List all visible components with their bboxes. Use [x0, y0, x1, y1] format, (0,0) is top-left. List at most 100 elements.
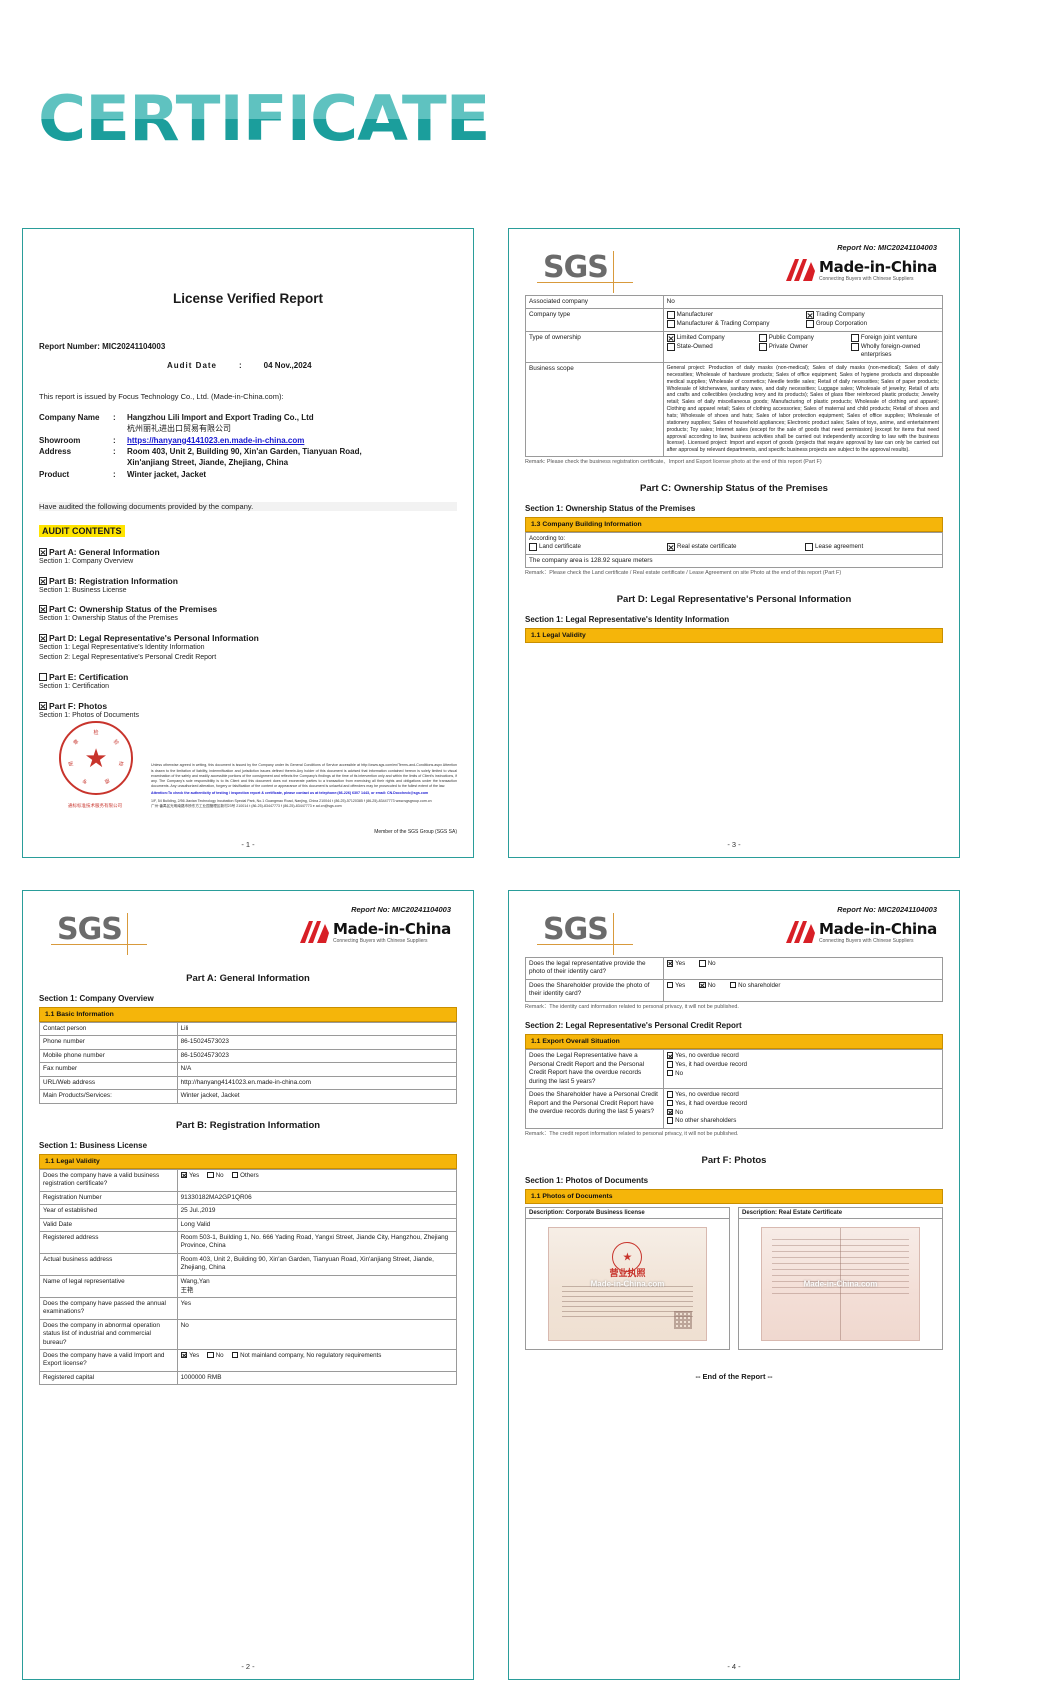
checkbox-checked-icon[interactable] — [180, 1171, 188, 1179]
checkbox-option[interactable]: Lease agreement — [805, 542, 939, 551]
table-row: Actual business address Room 403, Unit 2,… — [39, 1252, 458, 1276]
license-verified-report-heading: License Verified Report — [172, 291, 324, 306]
checkbox-icon[interactable] — [805, 542, 813, 551]
checkbox-checked-icon[interactable] — [39, 634, 47, 643]
checkbox-icon[interactable] — [850, 334, 859, 343]
checkbox-icon[interactable] — [666, 1091, 674, 1098]
checkbox-option[interactable]: Not mainland company, No regulatory requ… — [231, 1351, 381, 1360]
fineprint-address-1: 1/F, 54 Building, 2/56 Jiaxian Technolog… — [151, 798, 432, 803]
checkbox-icon[interactable] — [529, 542, 537, 551]
checkbox-checked-icon[interactable] — [667, 542, 675, 551]
checkbox-icon[interactable] — [850, 343, 859, 352]
checkbox-option[interactable]: No — [207, 1171, 224, 1180]
checkbox-option[interactable]: No — [666, 1069, 939, 1078]
checkbox-checked-icon[interactable] — [39, 701, 47, 710]
checkbox-icon[interactable] — [805, 320, 814, 329]
photo-image-business-license[interactable]: 营业执照 Made-in-China.com — [526, 1219, 729, 1349]
checkbox-icon[interactable] — [39, 672, 47, 681]
checkbox-checked-icon[interactable] — [39, 605, 47, 614]
checkbox-checked-icon[interactable] — [666, 960, 674, 967]
mic-m-icon — [300, 921, 330, 943]
checkbox-option[interactable]: Land certificate — [529, 542, 663, 551]
checkbox-option[interactable]: No shareholder — [729, 981, 780, 990]
checkbox-option[interactable]: Wholly foreign-owned enterprises — [850, 343, 939, 359]
checkbox-icon[interactable] — [231, 1351, 239, 1359]
row-value: Room 503-1, Building 1, No. 666 Yading R… — [176, 1230, 458, 1254]
checkbox-icon[interactable] — [666, 343, 675, 352]
checkbox-icon[interactable] — [231, 1171, 239, 1179]
checkbox-option[interactable]: Yes — [180, 1351, 199, 1360]
checkbox-option[interactable]: State-Owned — [666, 343, 755, 352]
checkbox-option[interactable]: Limited Company — [666, 334, 755, 343]
audit-part-item[interactable]: Part F: Photos Section 1: Photos of Docum… — [39, 701, 457, 721]
checkbox-icon[interactable] — [666, 311, 675, 320]
checkbox-option[interactable]: Yes — [666, 981, 685, 990]
checkbox-icon[interactable] — [729, 981, 737, 989]
audit-part-item[interactable]: Part B: Registration Information Section … — [39, 576, 457, 596]
checkbox-icon[interactable] — [758, 334, 767, 343]
checkbox-option[interactable]: Manufacturer & Trading Company — [666, 320, 800, 329]
audit-part-section: Section 1: Company Overview — [39, 557, 134, 565]
checkbox-option[interactable]: Yes, it had overdue record — [666, 1099, 939, 1108]
credit-remark: Remark：The credit report information rel… — [525, 1131, 739, 1138]
row-label: Year of established — [39, 1204, 178, 1219]
checkbox-icon[interactable] — [666, 981, 674, 989]
audit-part-item[interactable]: Part C: Ownership Status of the Premises… — [39, 604, 457, 624]
mic-tagline: Connecting Buyers with Chinese Suppliers — [819, 276, 914, 282]
checkbox-option[interactable]: Yes — [180, 1171, 199, 1180]
row-value: 86-15024573023 — [176, 1035, 458, 1050]
audit-date-value: 04 Nov.,2024 — [263, 361, 312, 370]
checkbox-option[interactable]: Others — [231, 1171, 259, 1180]
checkbox-option[interactable]: No — [699, 981, 716, 990]
checkbox-option[interactable]: Yes — [666, 960, 685, 968]
checkbox-icon[interactable] — [666, 1069, 674, 1077]
row-label: Does the legal representative provide th… — [525, 957, 664, 980]
sgs-member-note: Member of the SGS Group (SGS SA) — [374, 829, 457, 835]
row-value: Yes, no overdue record Yes, it had overdu… — [662, 1049, 944, 1090]
showroom-link[interactable]: https://hanyang4141023.en.made-in-china.… — [127, 435, 305, 445]
checkbox-option[interactable]: No — [699, 960, 716, 968]
checkbox-label: Real estate certificate — [677, 542, 737, 550]
checkbox-option[interactable]: Group Corporation — [805, 320, 939, 329]
checkbox-icon[interactable] — [666, 1117, 674, 1124]
checkbox-checked-icon[interactable] — [666, 334, 675, 343]
checkbox-icon[interactable] — [666, 1061, 674, 1068]
checkbox-checked-icon[interactable] — [39, 547, 47, 556]
checkbox-checked-icon[interactable] — [666, 1052, 674, 1059]
checkbox-option[interactable]: Private Owner — [758, 343, 847, 352]
checkbox-checked-icon[interactable] — [666, 1108, 674, 1116]
checkbox-option[interactable]: Trading Company — [805, 311, 939, 320]
checkbox-icon[interactable] — [207, 1171, 214, 1179]
checkbox-icon[interactable] — [758, 343, 767, 352]
audit-part-item[interactable]: Part A: General Information Section 1: Co… — [39, 547, 457, 567]
audit-part-item[interactable]: Part D: Legal Representative's Personal … — [39, 633, 457, 663]
checkbox-option[interactable]: Foreign joint venture — [850, 334, 939, 343]
row-label: Company type — [525, 308, 664, 333]
photo-image-real-estate[interactable]: Made-in-China.com — [739, 1219, 942, 1349]
building-cell: According to: Land certificate Real estat… — [525, 531, 943, 555]
checkbox-checked-icon[interactable] — [39, 576, 47, 585]
audit-part-section: Section 2: Legal Representative's Person… — [39, 653, 217, 661]
checkbox-option[interactable]: Yes, no overdue record — [666, 1091, 939, 1099]
row-label: Does the company in abnormal operation s… — [39, 1318, 178, 1350]
checkbox-option[interactable]: No other shareholders — [666, 1117, 939, 1125]
checkbox-checked-icon[interactable] — [180, 1351, 188, 1359]
seal-ring-text: 检验检疫专用章 — [61, 723, 131, 793]
audit-part-heading: Part B: Registration Information — [39, 576, 457, 586]
checkbox-option[interactable]: Manufacturer — [666, 311, 800, 320]
audit-part-item[interactable]: Part E: Certification Section 1: Certific… — [39, 672, 457, 692]
checkbox-option[interactable]: Yes, it had overdue record — [666, 1061, 939, 1069]
checkbox-label: State-Owned — [676, 343, 713, 351]
checkbox-option[interactable]: Real estate certificate — [667, 542, 801, 551]
checkbox-checked-icon[interactable] — [699, 981, 706, 989]
checkbox-option[interactable]: No — [666, 1108, 939, 1117]
checkbox-option[interactable]: Public Company — [758, 334, 847, 343]
photo-card-real-estate: Description: Real Estate Certificate Mad… — [738, 1206, 943, 1350]
checkbox-icon[interactable] — [207, 1351, 214, 1359]
checkbox-icon[interactable] — [699, 960, 706, 967]
checkbox-option[interactable]: Yes, no overdue record — [666, 1052, 939, 1060]
checkbox-icon[interactable] — [666, 320, 675, 329]
checkbox-icon[interactable] — [666, 1099, 674, 1107]
checkbox-option[interactable]: No — [207, 1351, 224, 1360]
checkbox-checked-icon[interactable] — [805, 311, 814, 320]
